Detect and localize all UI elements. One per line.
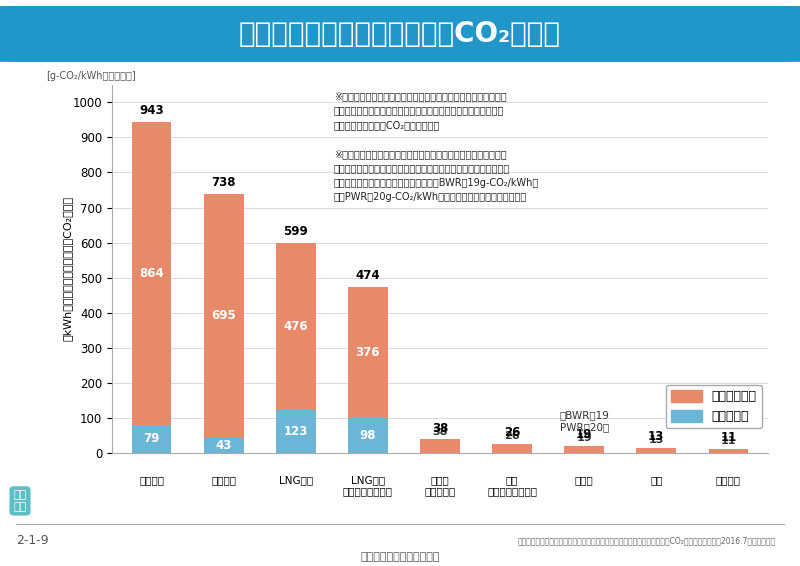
Text: 599: 599 xyxy=(283,225,308,238)
Text: 943: 943 xyxy=(139,105,164,118)
Text: 43: 43 xyxy=(215,439,232,452)
Text: 738: 738 xyxy=(211,177,236,189)
Legend: 発電燃料燃焼, 設備・運用: 発電燃料燃焼, 設備・運用 xyxy=(666,385,762,428)
Text: 476: 476 xyxy=(283,320,308,333)
Text: 474: 474 xyxy=(355,269,380,282)
Bar xyxy=(564,446,604,453)
Text: 風力
（陸上：基盤置）: 風力 （陸上：基盤置） xyxy=(487,475,537,496)
Y-axis label: １kWhあたりのライフサイクルCO₂排出量: １kWhあたりのライフサイクルCO₂排出量 xyxy=(62,196,72,341)
Bar xyxy=(204,438,243,453)
Bar xyxy=(204,194,243,438)
Bar xyxy=(492,444,532,453)
Text: 864: 864 xyxy=(139,267,164,280)
Bar xyxy=(637,448,676,453)
FancyBboxPatch shape xyxy=(0,6,800,62)
Text: 中小水力: 中小水力 xyxy=(716,475,741,485)
Text: 石油火力: 石油火力 xyxy=(211,475,236,485)
Text: 原子力: 原子力 xyxy=(575,475,594,485)
Text: 13: 13 xyxy=(649,435,664,445)
Text: 発電
種類: 発電 種類 xyxy=(14,490,26,512)
Text: 19: 19 xyxy=(576,434,592,443)
Text: 11: 11 xyxy=(721,436,736,446)
Bar xyxy=(132,425,171,453)
Text: 38: 38 xyxy=(432,422,448,435)
Bar xyxy=(132,122,171,425)
Bar xyxy=(420,439,460,453)
Text: 123: 123 xyxy=(284,424,308,438)
Text: [g-CO₂/kWh（送電端）]: [g-CO₂/kWh（送電端）] xyxy=(46,71,136,81)
Bar xyxy=(348,418,388,453)
Text: LNG火力
（コンバインド）: LNG火力 （コンバインド） xyxy=(343,475,393,496)
Text: 地熱: 地熱 xyxy=(650,475,662,485)
Text: 19: 19 xyxy=(576,428,592,441)
Text: LNG火力: LNG火力 xyxy=(278,475,313,485)
Text: 太陽光
（住宅用）: 太陽光 （住宅用） xyxy=(424,475,456,496)
Bar xyxy=(709,449,748,453)
Bar xyxy=(276,410,316,453)
Text: （BWR：19
PWR：20）: （BWR：19 PWR：20） xyxy=(559,410,609,432)
Text: 各種電源別のライフサイクルCO₂排出量: 各種電源別のライフサイクルCO₂排出量 xyxy=(239,20,561,48)
Text: 原子力・エネルギー図鑑集: 原子力・エネルギー図鑑集 xyxy=(360,552,440,563)
Text: ※発電燃料の燃焼に加え、原料の採掘から発電設備等の建設・燃
　料輸送・精製・運用・保守等のために消費される全てのエネル
　ギーを対象としてCO₂排出量を算出

: ※発電燃料の燃焼に加え、原料の採掘から発電設備等の建設・燃 料輸送・精製・運用・… xyxy=(334,91,539,202)
Text: 26: 26 xyxy=(504,431,520,441)
Text: 79: 79 xyxy=(143,432,160,445)
Text: 出典：（一財）電力中央研究所『日本における発電技術のライフサイクルCO₂排出量総合評価（2016.7）』より作成: 出典：（一財）電力中央研究所『日本における発電技術のライフサイクルCO₂排出量総… xyxy=(518,536,776,545)
Text: 376: 376 xyxy=(356,346,380,359)
Text: 石炭火力: 石炭火力 xyxy=(139,475,164,485)
Text: 2-1-9: 2-1-9 xyxy=(16,534,49,547)
Text: 26: 26 xyxy=(504,426,520,439)
Text: 38: 38 xyxy=(432,427,448,437)
Text: 98: 98 xyxy=(360,429,376,442)
Text: 11: 11 xyxy=(720,431,737,444)
Text: 13: 13 xyxy=(648,430,664,443)
Bar xyxy=(348,287,388,418)
Bar xyxy=(276,243,316,410)
Text: 695: 695 xyxy=(211,310,236,323)
